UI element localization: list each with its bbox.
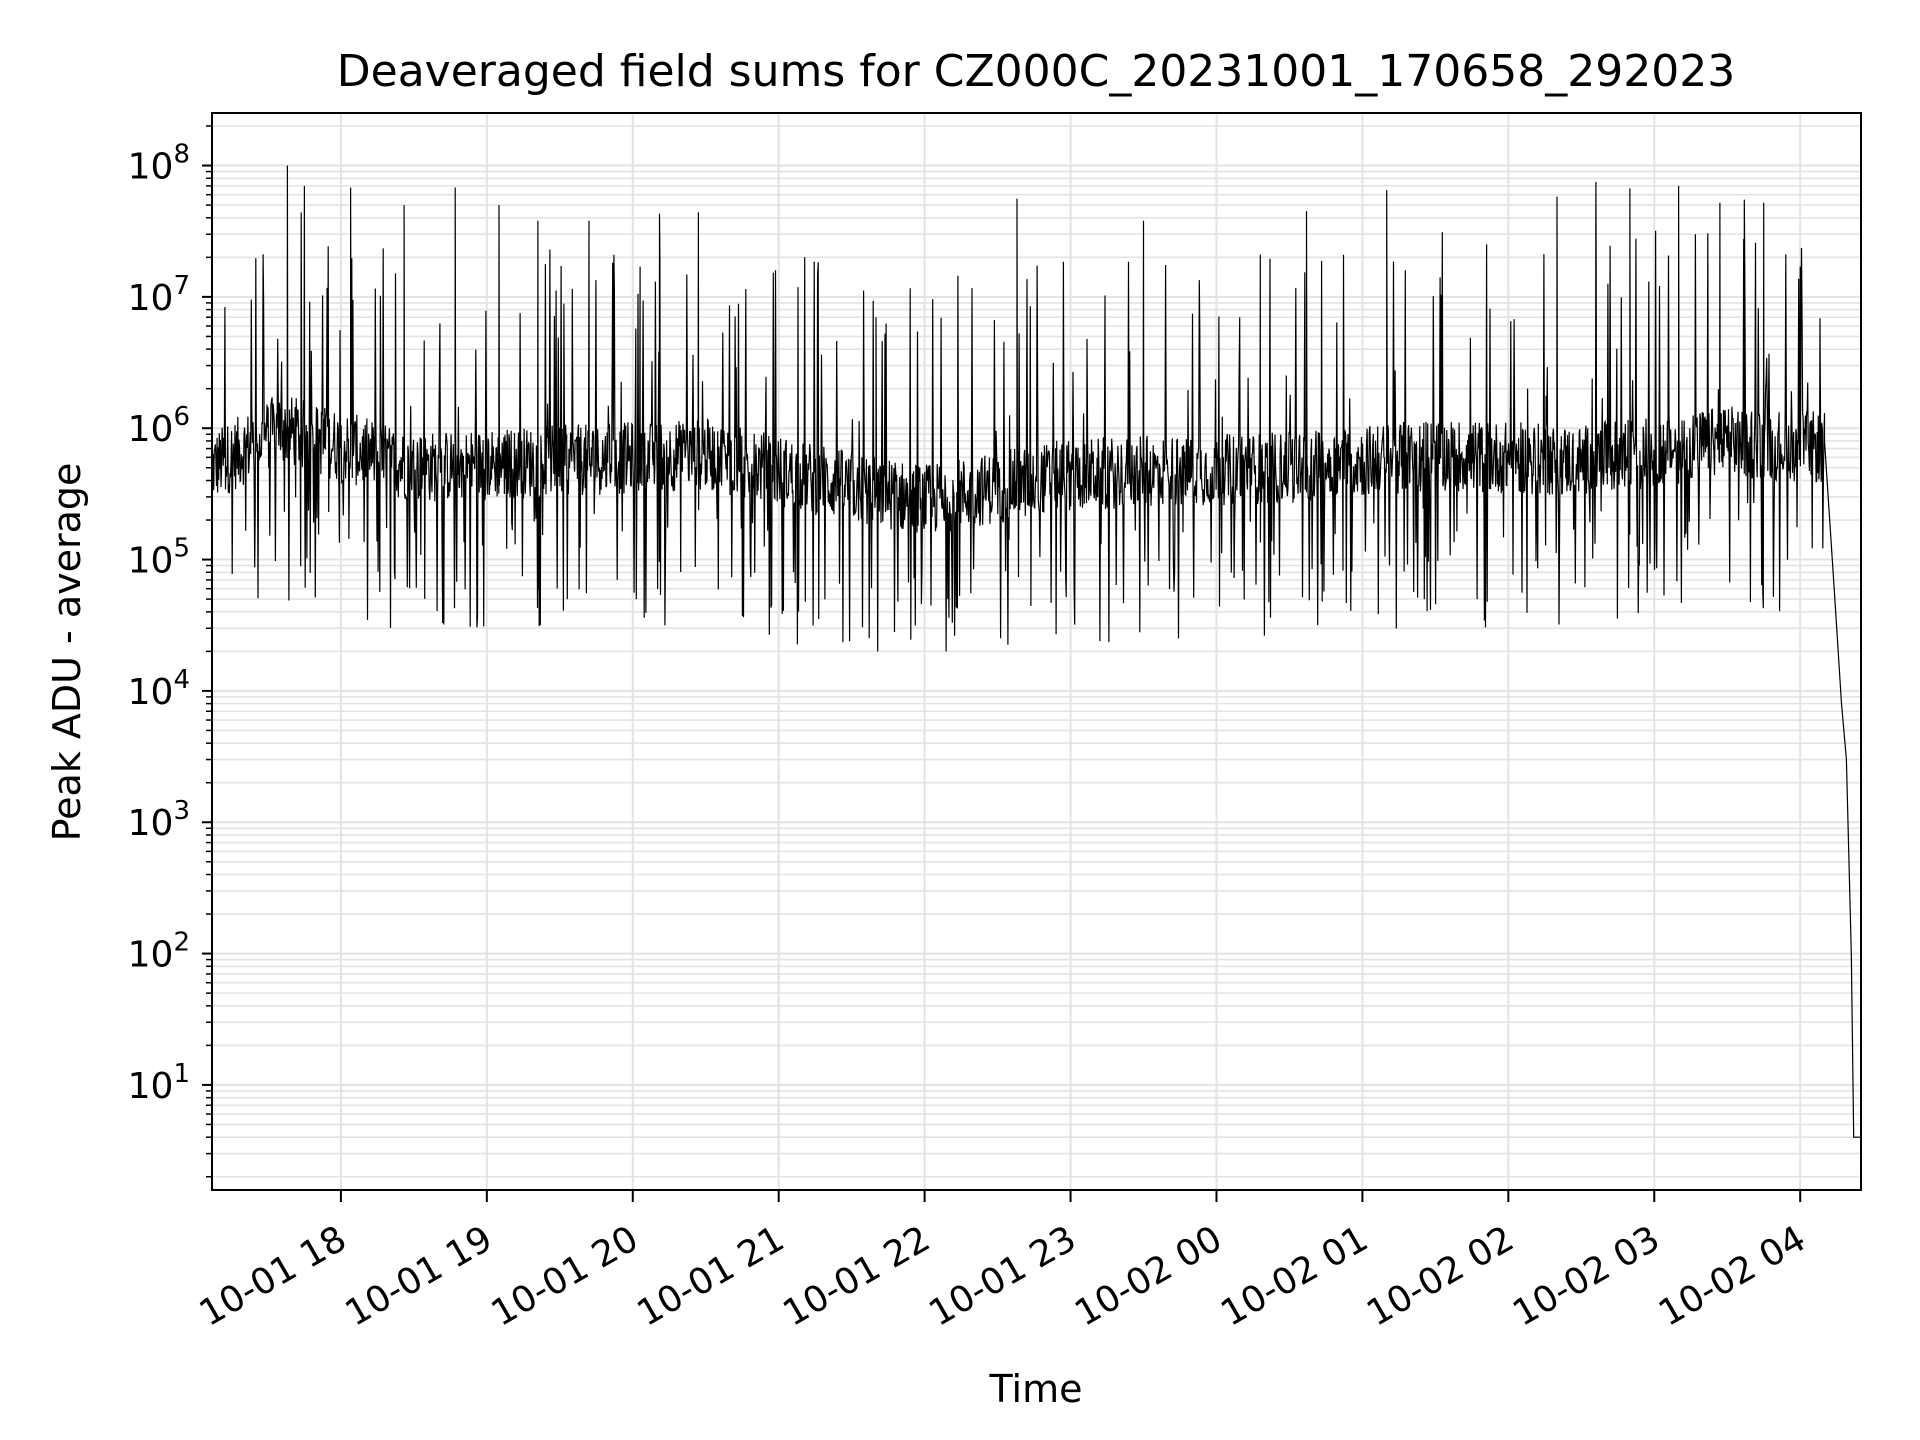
series-line bbox=[211, 165, 1861, 1138]
y-axis-label: Peak ADU - average bbox=[45, 463, 89, 842]
grid bbox=[212, 113, 1861, 1190]
y-tick-label: 106 bbox=[128, 402, 190, 450]
y-axis: 101 102 103 104 105 106 107 108 bbox=[128, 125, 212, 1178]
y-tick-label: 101 bbox=[128, 1059, 190, 1107]
y-tick-label: 108 bbox=[128, 140, 190, 188]
y-tick-label: 102 bbox=[128, 928, 190, 976]
y-tick-label: 107 bbox=[128, 271, 190, 319]
chart-title: Deaveraged field sums for CZ000C_2023100… bbox=[337, 46, 1735, 97]
y-tick-label: 105 bbox=[128, 534, 190, 582]
plot-area bbox=[211, 165, 1861, 1138]
y-tick-label: 103 bbox=[128, 796, 190, 844]
y-tick-label: 104 bbox=[128, 665, 190, 713]
x-axis-label: Time bbox=[989, 1367, 1083, 1411]
